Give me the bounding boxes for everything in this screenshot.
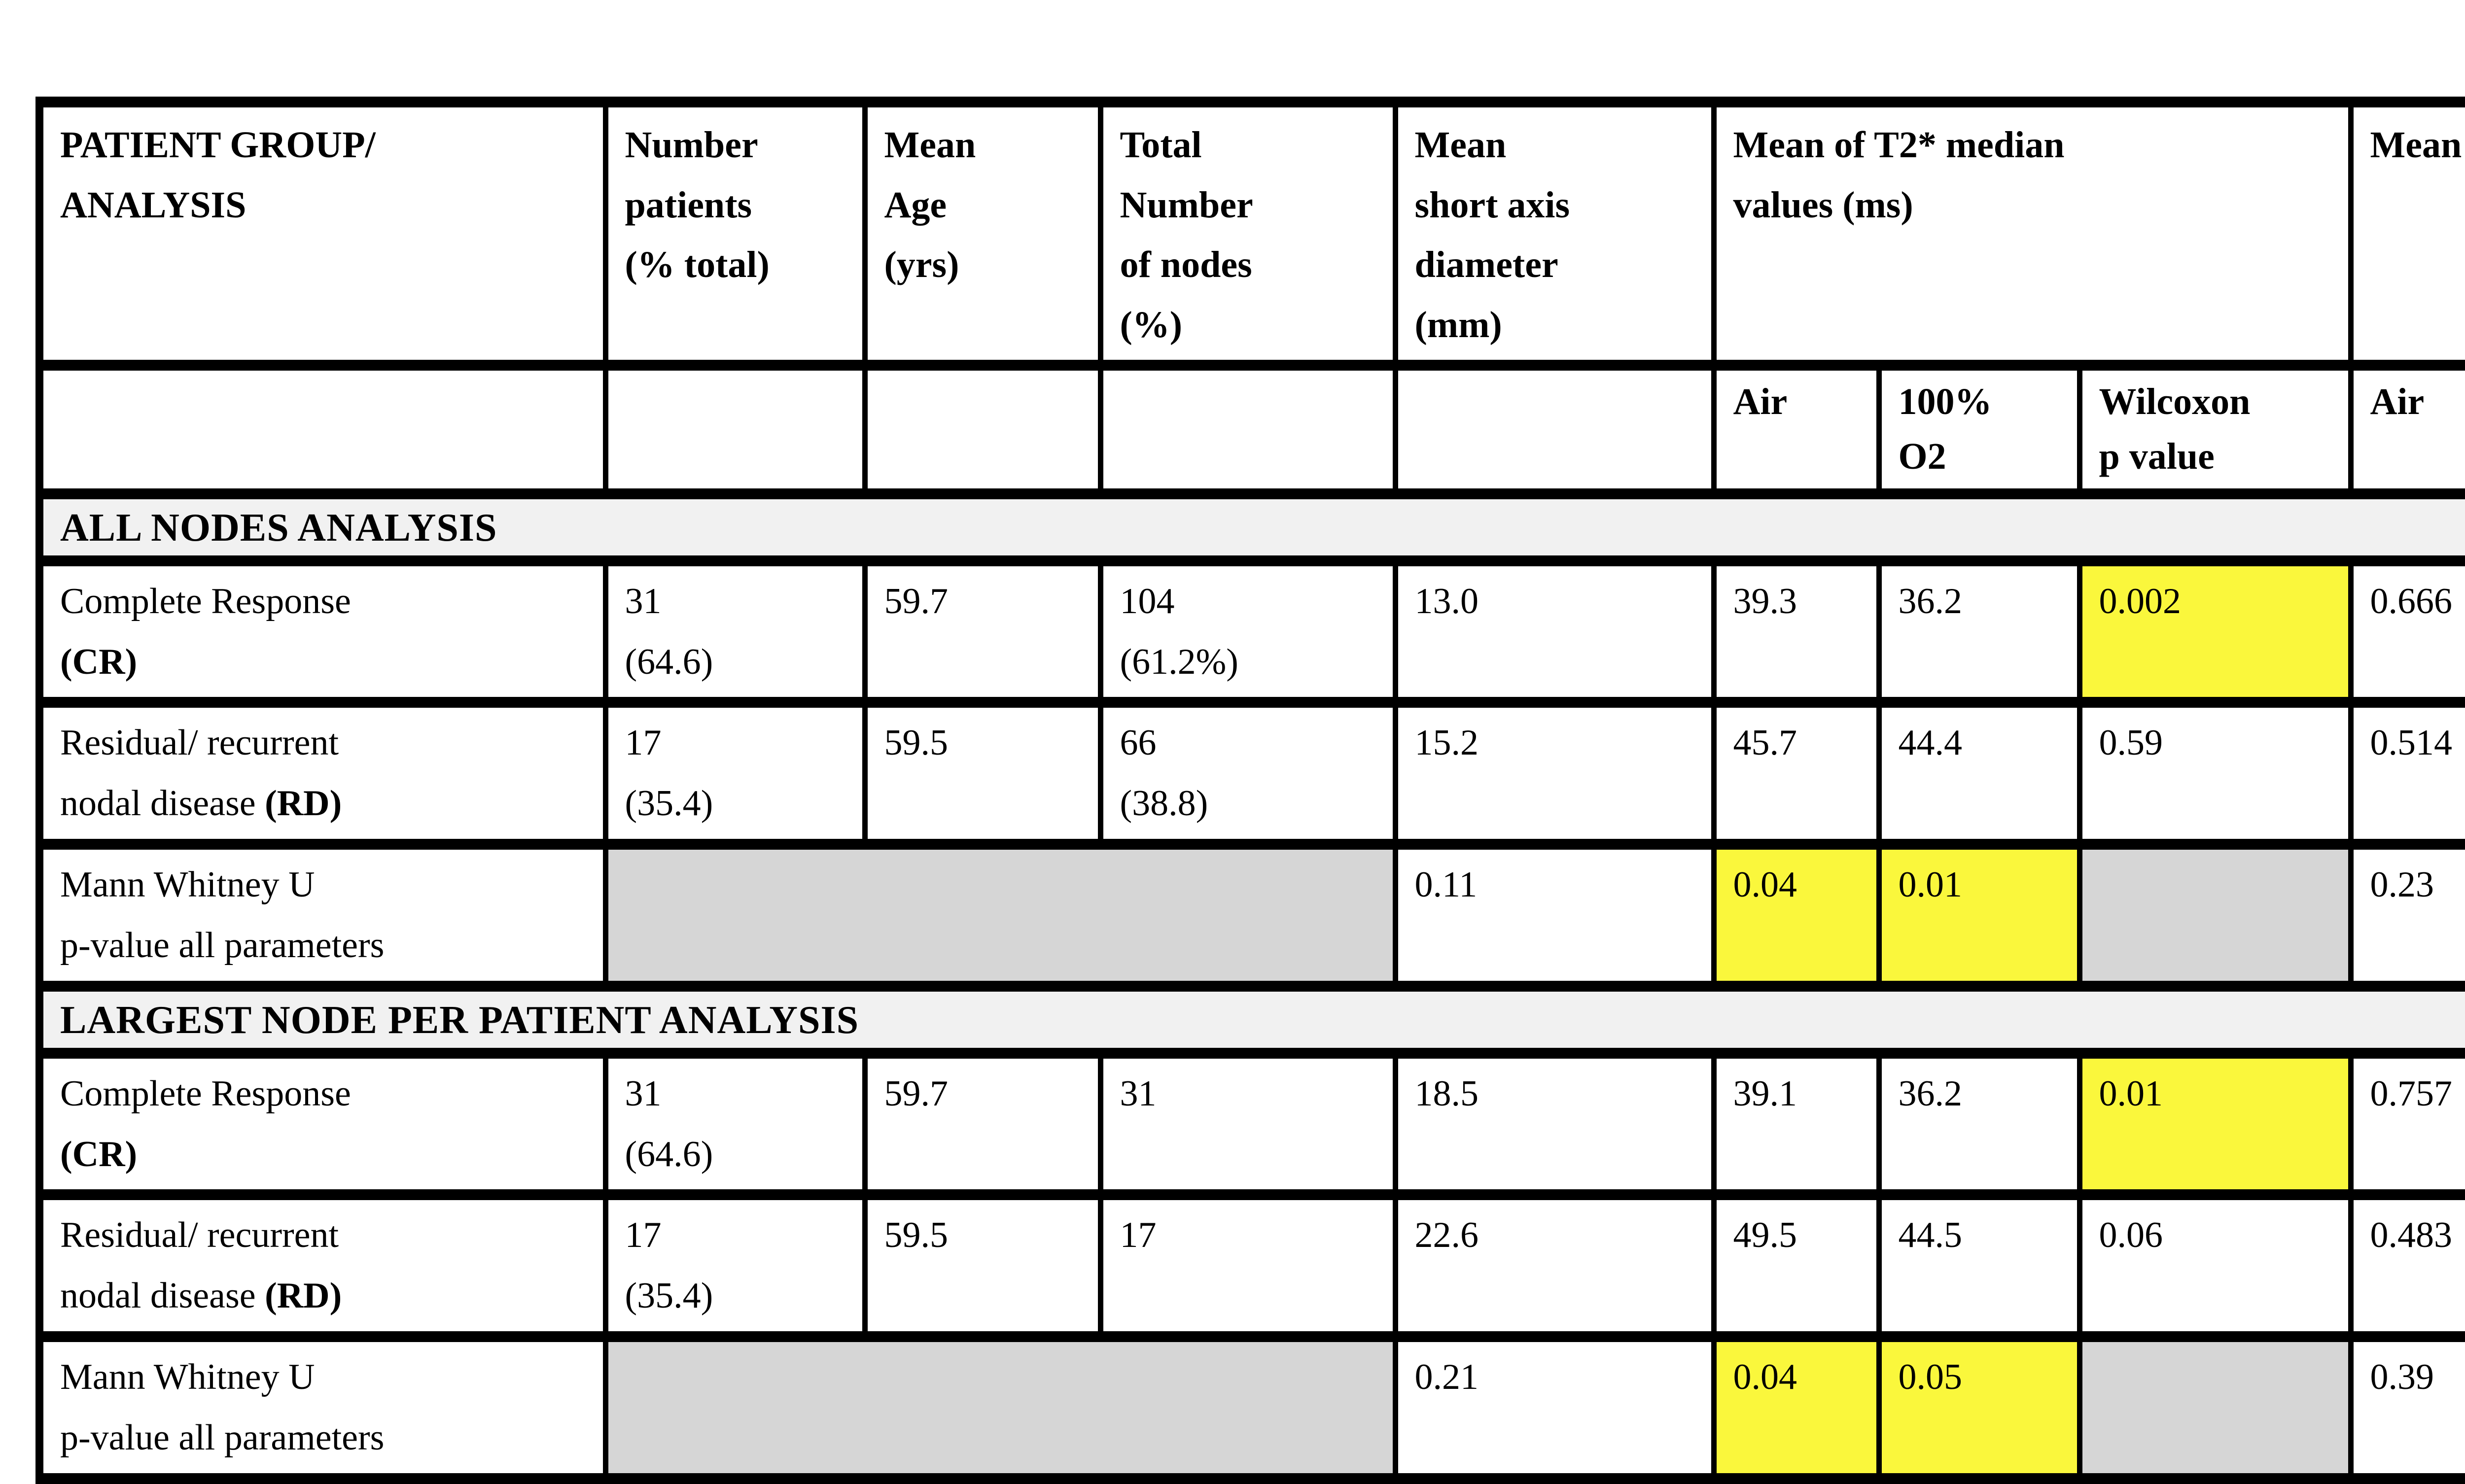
cell-rd2-median-air: 49.5 — [1711, 1189, 1882, 1343]
header-blank-2 — [602, 360, 868, 499]
cell-cr2-median-air: 39.1 — [1711, 1047, 1882, 1201]
cell-mw1-skew-air: 0.23 — [2348, 839, 2465, 992]
cell-cr1-age: 59.7 — [862, 555, 1103, 708]
header-group-median: Mean of T2* median values (ms) — [1711, 96, 2354, 371]
header-patient-group: PATIENT GROUP/ ANALYSIS — [36, 96, 608, 371]
header-row-sub: Air 100% O2 Wilcoxon p value Air 100% O2… — [36, 360, 2465, 499]
cell-rd1-age: 59.5 — [862, 697, 1103, 850]
header-mean-age: Mean Age (yrs) — [862, 96, 1103, 371]
cell-cr2-nodes: 31 — [1097, 1047, 1398, 1201]
cell-rd2-skew-air: 0.483 — [2348, 1189, 2465, 1343]
cell-rd2-patients: 17 (35.4) — [602, 1189, 868, 1343]
cell-cr1-median-wilcoxon-highlighted: 0.002 — [2077, 555, 2354, 708]
header-group-skewness: Mean of T2* skewness — [2348, 96, 2465, 371]
page-background: PATIENT GROUP/ ANALYSIS Number patients … — [35, 96, 2465, 1484]
cell-cr1-median-o2: 36.2 — [1876, 555, 2082, 708]
cell-mw2-median-air-highlighted: 0.04 — [1711, 1331, 1882, 1484]
cell-mw2-diameter: 0.21 — [1392, 1331, 1717, 1484]
header-row-main: PATIENT GROUP/ ANALYSIS Number patients … — [36, 96, 2465, 371]
cell-rd2-age: 59.5 — [862, 1189, 1103, 1343]
cell-cr1-diameter: 13.0 — [1392, 555, 1717, 708]
header-total-nodes: Total Number of nodes (%) — [1097, 96, 1398, 371]
cell-cr2-skew-air: 0.757 — [2348, 1047, 2465, 1201]
cell-mw1-label: Mann Whitney U p-value all parameters — [36, 839, 608, 992]
header-blank-5 — [1392, 360, 1717, 499]
row-mann-whitney-largest-node: Mann Whitney U p-value all parameters 0.… — [36, 1331, 2465, 1484]
cell-mw2-median-wilcoxon-blank — [2077, 1331, 2354, 1484]
cell-mw2-label: Mann Whitney U p-value all parameters — [36, 1331, 608, 1484]
cell-rd1-skew-air: 0.514 — [2348, 697, 2465, 850]
cell-mw2-blank-merged — [602, 1331, 1398, 1484]
cell-rd1-median-air: 45.7 — [1711, 697, 1882, 850]
cell-cr2-diameter: 18.5 — [1392, 1047, 1717, 1201]
header-blank-1 — [36, 360, 608, 499]
cell-cr1-patients: 31 (64.6) — [602, 555, 868, 708]
cell-rd2-nodes: 17 — [1097, 1189, 1398, 1343]
cell-cr2-age: 59.7 — [862, 1047, 1103, 1201]
row-residual-recurrent-largest-node: Residual/ recurrent nodal disease (RD) 1… — [36, 1189, 2465, 1343]
cell-rd2-label: Residual/ recurrent nodal disease (RD) — [36, 1189, 608, 1343]
cell-rd2-diameter: 22.6 — [1392, 1189, 1717, 1343]
row-complete-response-all-nodes: Complete Response (CR) 31 (64.6) 59.7 10… — [36, 555, 2465, 708]
cell-rd1-median-wilcoxon: 0.59 — [2077, 697, 2354, 850]
results-table: PATIENT GROUP/ ANALYSIS Number patients … — [35, 96, 2465, 1484]
cell-mw1-median-wilcoxon-blank — [2077, 839, 2354, 992]
section-title-largest-node: LARGEST NODE PER PATIENT ANALYSIS — [36, 980, 2465, 1059]
cr2-label-bold: (CR) — [60, 1134, 138, 1174]
header-number-patients: Number patients (% total) — [602, 96, 868, 371]
rd1-label-text: Residual/ recurrent nodal disease — [60, 723, 339, 824]
section-row-all-nodes: ALL NODES ANALYSIS — [36, 488, 2465, 566]
section-row-largest-node: LARGEST NODE PER PATIENT ANALYSIS — [36, 980, 2465, 1059]
cell-cr1-nodes: 104 (61.2%) — [1097, 555, 1398, 708]
cell-cr1-label: Complete Response (CR) — [36, 555, 608, 708]
cell-cr1-median-air: 39.3 — [1711, 555, 1882, 708]
cell-cr2-patients: 31 (64.6) — [602, 1047, 868, 1201]
header-blank-4 — [1097, 360, 1398, 499]
cell-rd1-diameter: 15.2 — [1392, 697, 1717, 850]
cell-mw1-diameter: 0.11 — [1392, 839, 1717, 992]
header-blank-3 — [862, 360, 1103, 499]
subheader-skew-air: Air — [2348, 360, 2465, 499]
cell-rd1-label: Residual/ recurrent nodal disease (RD) — [36, 697, 608, 850]
cell-cr1-skew-air: 0.666 — [2348, 555, 2465, 708]
subheader-median-o2: 100% O2 — [1876, 360, 2082, 499]
row-residual-recurrent-all-nodes: Residual/ recurrent nodal disease (RD) 1… — [36, 697, 2465, 850]
cell-rd2-median-wilcoxon: 0.06 — [2077, 1189, 2354, 1343]
cell-cr2-label: Complete Response (CR) — [36, 1047, 608, 1201]
cr1-label-bold: (CR) — [60, 641, 138, 682]
cell-cr2-median-o2: 36.2 — [1876, 1047, 2082, 1201]
row-complete-response-largest-node: Complete Response (CR) 31 (64.6) 59.7 31… — [36, 1047, 2465, 1201]
row-mann-whitney-all-nodes: Mann Whitney U p-value all parameters 0.… — [36, 839, 2465, 992]
cr2-label-text: Complete Response — [60, 1073, 351, 1114]
header-mean-short-axis: Mean short axis diameter (mm) — [1392, 96, 1717, 371]
cell-rd2-median-o2: 44.5 — [1876, 1189, 2082, 1343]
cell-mw2-skew-air: 0.39 — [2348, 1331, 2465, 1484]
subheader-median-wilcoxon: Wilcoxon p value — [2077, 360, 2354, 499]
section-title-all-nodes: ALL NODES ANALYSIS — [36, 488, 2465, 566]
rd1-label-bold: (RD) — [265, 783, 342, 824]
cell-cr2-median-wilcoxon-highlighted: 0.01 — [2077, 1047, 2354, 1201]
rd2-label-bold: (RD) — [265, 1276, 342, 1316]
cell-mw1-blank-merged — [602, 839, 1398, 992]
cell-rd1-patients: 17 (35.4) — [602, 697, 868, 850]
cell-rd1-median-o2: 44.4 — [1876, 697, 2082, 850]
cell-mw1-median-air-highlighted: 0.04 — [1711, 839, 1882, 992]
cell-mw1-median-o2-highlighted: 0.01 — [1876, 839, 2082, 992]
cell-rd1-nodes: 66 (38.8) — [1097, 697, 1398, 850]
cr1-label-text: Complete Response — [60, 581, 351, 621]
cell-mw2-median-o2-highlighted: 0.05 — [1876, 1331, 2082, 1484]
subheader-median-air: Air — [1711, 360, 1882, 499]
